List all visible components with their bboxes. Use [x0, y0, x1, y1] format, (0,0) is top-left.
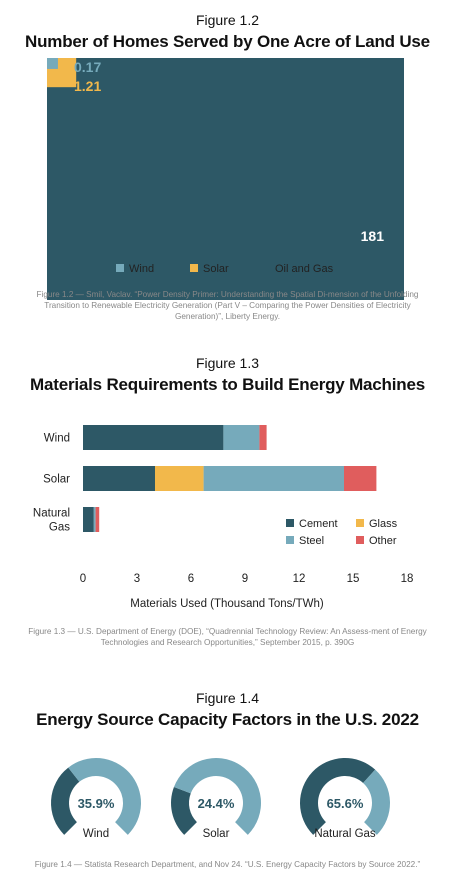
- bar-natural-gas-other: [95, 507, 100, 532]
- data-label-oil-and-gas: 181: [361, 228, 385, 244]
- figure-1-2-label: Figure 1.2: [195, 12, 260, 28]
- area-square-wind: [47, 58, 58, 69]
- materials-bar-chart: Wind Solar Natural Gas 0 3 6 9 12 15 18 Materials U…: [33, 425, 414, 610]
- x-axis-label: Materials Used (Thousand Tons/TWh): [130, 598, 324, 610]
- x-tick-6: 6: [188, 573, 194, 585]
- gauge-value-label-natural-gas: 65.6%: [327, 796, 364, 811]
- bar-wind-other: [259, 425, 267, 450]
- figure-1-3-label: Figure 1.3: [195, 355, 260, 371]
- legend-label-wind: Wind: [129, 263, 154, 275]
- legend-swatch-other: [356, 536, 364, 544]
- bar-wind-steel: [223, 425, 260, 450]
- legend-swatch-wind: [116, 264, 124, 272]
- x-tick-0: 0: [80, 573, 86, 585]
- bar-solar-steel: [203, 466, 344, 491]
- legend-swatch-glass: [356, 519, 364, 527]
- category-label-natural-gas-line-2: Gas: [49, 522, 70, 534]
- bar-solar-other: [344, 466, 377, 491]
- x-tick-12: 12: [293, 573, 306, 585]
- x-tick-15: 15: [347, 573, 360, 585]
- legend-label-other: Other: [369, 535, 397, 547]
- bar-wind-cement: [83, 425, 224, 450]
- figure-1-4-label: Figure 1.4: [195, 690, 260, 706]
- gauge-value-arc-wind: [51, 767, 80, 835]
- gauge-value-arc-natural-gas: [299, 757, 376, 835]
- category-label-wind: Wind: [44, 433, 70, 445]
- legend-swatch-steel: [286, 536, 294, 544]
- gauge-remainder-arc-solar: [173, 758, 261, 835]
- gauge-remainder-arc-natural-gas: [363, 769, 390, 835]
- gauge-category-label-solar: Solar: [203, 828, 230, 840]
- legend-swatch-solar: [190, 264, 198, 272]
- category-label-natural-gas-line-1: Natural: [33, 508, 70, 520]
- gauge-category-label-wind: Wind: [83, 828, 109, 840]
- legend-label-solar: Solar: [203, 263, 229, 275]
- category-label-solar: Solar: [43, 474, 70, 486]
- bar-solar-cement: [83, 466, 155, 491]
- gauge-remainder-arc-wind: [68, 757, 142, 835]
- x-tick-18: 18: [401, 573, 414, 585]
- gauge-value-label-solar: 24.4%: [198, 796, 235, 811]
- bar-natural-gas-steel: [93, 507, 96, 532]
- data-label-wind: 0.17: [74, 59, 101, 75]
- area-square-oil-and-gas: [47, 58, 404, 300]
- legend-swatch-oil-and-gas: [262, 264, 270, 272]
- legend-label-steel: Steel: [299, 535, 324, 547]
- x-tick-3: 3: [134, 573, 140, 585]
- figure-1-4-caption: Figure 1.4 — Statista Research Departmen…: [34, 860, 421, 869]
- bar-solar-glass: [155, 466, 204, 491]
- data-label-solar: 1.21: [74, 78, 101, 94]
- legend-swatch-cement: [286, 519, 294, 527]
- gauge-value-arc-solar: [171, 786, 197, 835]
- figure-1-3-caption: Figure 1.3 — U.S. Department of Energy (…: [28, 627, 427, 647]
- gauge-category-label-natural-gas: Natural Gas: [314, 828, 376, 840]
- gauge-value-label-wind: 35.9%: [78, 796, 115, 811]
- capacity-gauge-chart: 35.9% Wind 24.4% Solar 65.6% Natural Gas: [51, 757, 390, 840]
- figure-1-4-title: Energy Source Capacity Factors in the U.…: [36, 710, 419, 729]
- legend-label-glass: Glass: [369, 518, 398, 530]
- x-tick-9: 9: [242, 573, 248, 585]
- homes-area-chart: 0.17 1.21 181 Wind Solar Oil and Gas: [47, 58, 404, 300]
- figure-1-2-title: Number of Homes Served by One Acre of La…: [25, 32, 430, 51]
- legend-label-oil-and-gas: Oil and Gas: [275, 263, 334, 275]
- bar-natural-gas-cement: [83, 507, 94, 532]
- legend-label-cement: Cement: [299, 518, 338, 530]
- figure-1-3-title: Materials Requirements to Build Energy M…: [30, 375, 425, 394]
- figure-1-2-caption: Figure 1.2 — Smil, Vaclav. “Power Densit…: [36, 290, 419, 321]
